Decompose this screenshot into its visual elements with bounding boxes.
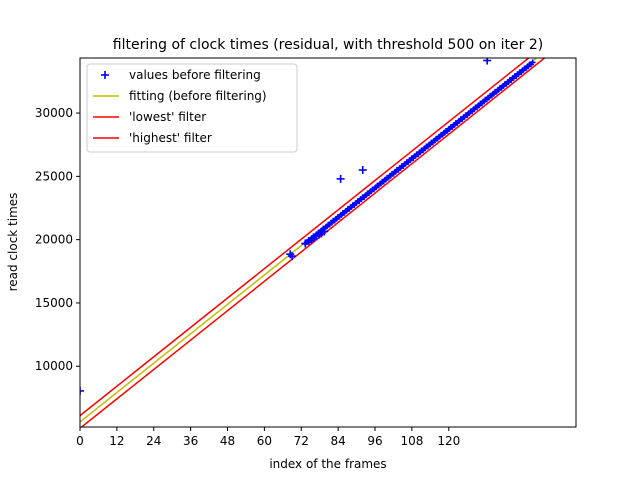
data-point-2 — [288, 252, 297, 261]
y-axis: 10000 15000 20000 25000 30000 — [35, 106, 80, 373]
y-tick-label-1: 15000 — [35, 296, 73, 310]
x-axis-label: index of the frames — [269, 457, 386, 471]
y-tick-label-2: 20000 — [35, 233, 73, 247]
x-tick-label-9: 108 — [400, 434, 423, 448]
x-axis: 0 12 24 36 48 60 72 84 96 108 120 — [76, 427, 460, 448]
y-tick-label-0: 10000 — [35, 359, 73, 373]
x-tick-label-2: 24 — [146, 434, 161, 448]
chart-title: filtering of clock times (residual, with… — [113, 37, 543, 53]
legend-label-0: values before filtering — [129, 68, 261, 82]
legend-entry-2: 'lowest' filter — [93, 110, 206, 124]
legend-box — [86, 63, 298, 153]
x-tick-label-7: 84 — [331, 434, 346, 448]
series-line-1 — [80, 58, 546, 427]
x-tick-label-5: 60 — [257, 434, 272, 448]
data-point-12 — [358, 166, 367, 175]
x-tick-label-10: 120 — [437, 434, 460, 448]
data-point-dense-139 — [529, 59, 536, 66]
x-tick-label-3: 36 — [183, 434, 198, 448]
legend-label-2: 'lowest' filter — [129, 110, 206, 124]
series-line-2 — [80, 58, 530, 417]
legend-entry-1: fitting (before filtering) — [93, 89, 267, 103]
plot-frame — [79, 57, 577, 428]
data-point-11 — [336, 174, 345, 183]
data-point-10 — [320, 227, 329, 236]
y-axis-label: read clock times — [6, 193, 20, 292]
legend: values before filtering fitting (before f… — [86, 63, 298, 153]
x-tick-label-8: 96 — [367, 434, 382, 448]
plot-area — [80, 58, 546, 427]
x-tick-label-1: 12 — [109, 434, 124, 448]
legend-label-3: 'highest' filter — [129, 131, 212, 145]
legend-entry-0: values before filtering — [101, 68, 261, 82]
legend-label-1: fitting (before filtering) — [129, 89, 267, 103]
x-tick-label-0: 0 — [76, 434, 84, 448]
x-tick-label-6: 72 — [294, 434, 309, 448]
y-tick-label-3: 25000 — [35, 169, 73, 183]
data-point-13 — [483, 58, 492, 65]
x-tick-label-4: 48 — [220, 434, 235, 448]
legend-entry-3: 'highest' filter — [93, 131, 212, 145]
y-tick-label-4: 30000 — [35, 106, 73, 120]
data-point-0 — [80, 386, 84, 395]
